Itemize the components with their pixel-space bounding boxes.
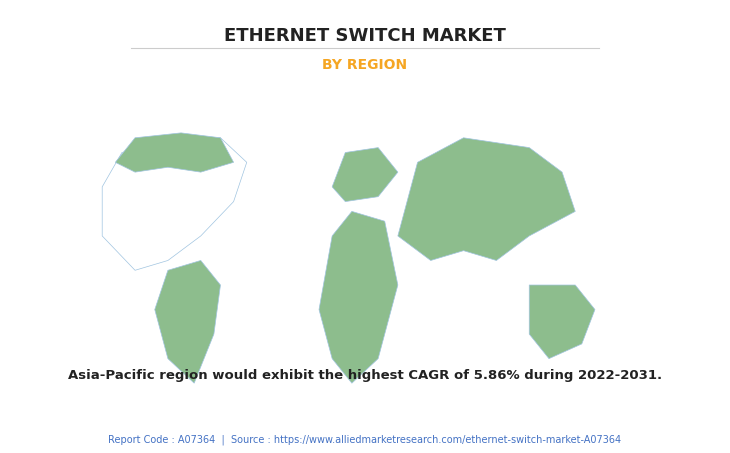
Polygon shape (102, 138, 247, 270)
Text: ETHERNET SWITCH MARKET: ETHERNET SWITCH MARKET (224, 27, 506, 45)
Polygon shape (332, 148, 398, 202)
Text: Asia-Pacific region would exhibit the highest CAGR of 5.86% during 2022-2031.: Asia-Pacific region would exhibit the hi… (68, 369, 662, 382)
Text: BY REGION: BY REGION (323, 58, 407, 72)
Polygon shape (529, 285, 595, 359)
Text: Report Code : A07364  |  Source : https://www.alliedmarketresearch.com/ethernet-: Report Code : A07364 | Source : https://… (109, 435, 621, 445)
Polygon shape (319, 212, 398, 383)
Polygon shape (398, 138, 575, 260)
Polygon shape (115, 133, 234, 172)
Polygon shape (155, 260, 220, 383)
